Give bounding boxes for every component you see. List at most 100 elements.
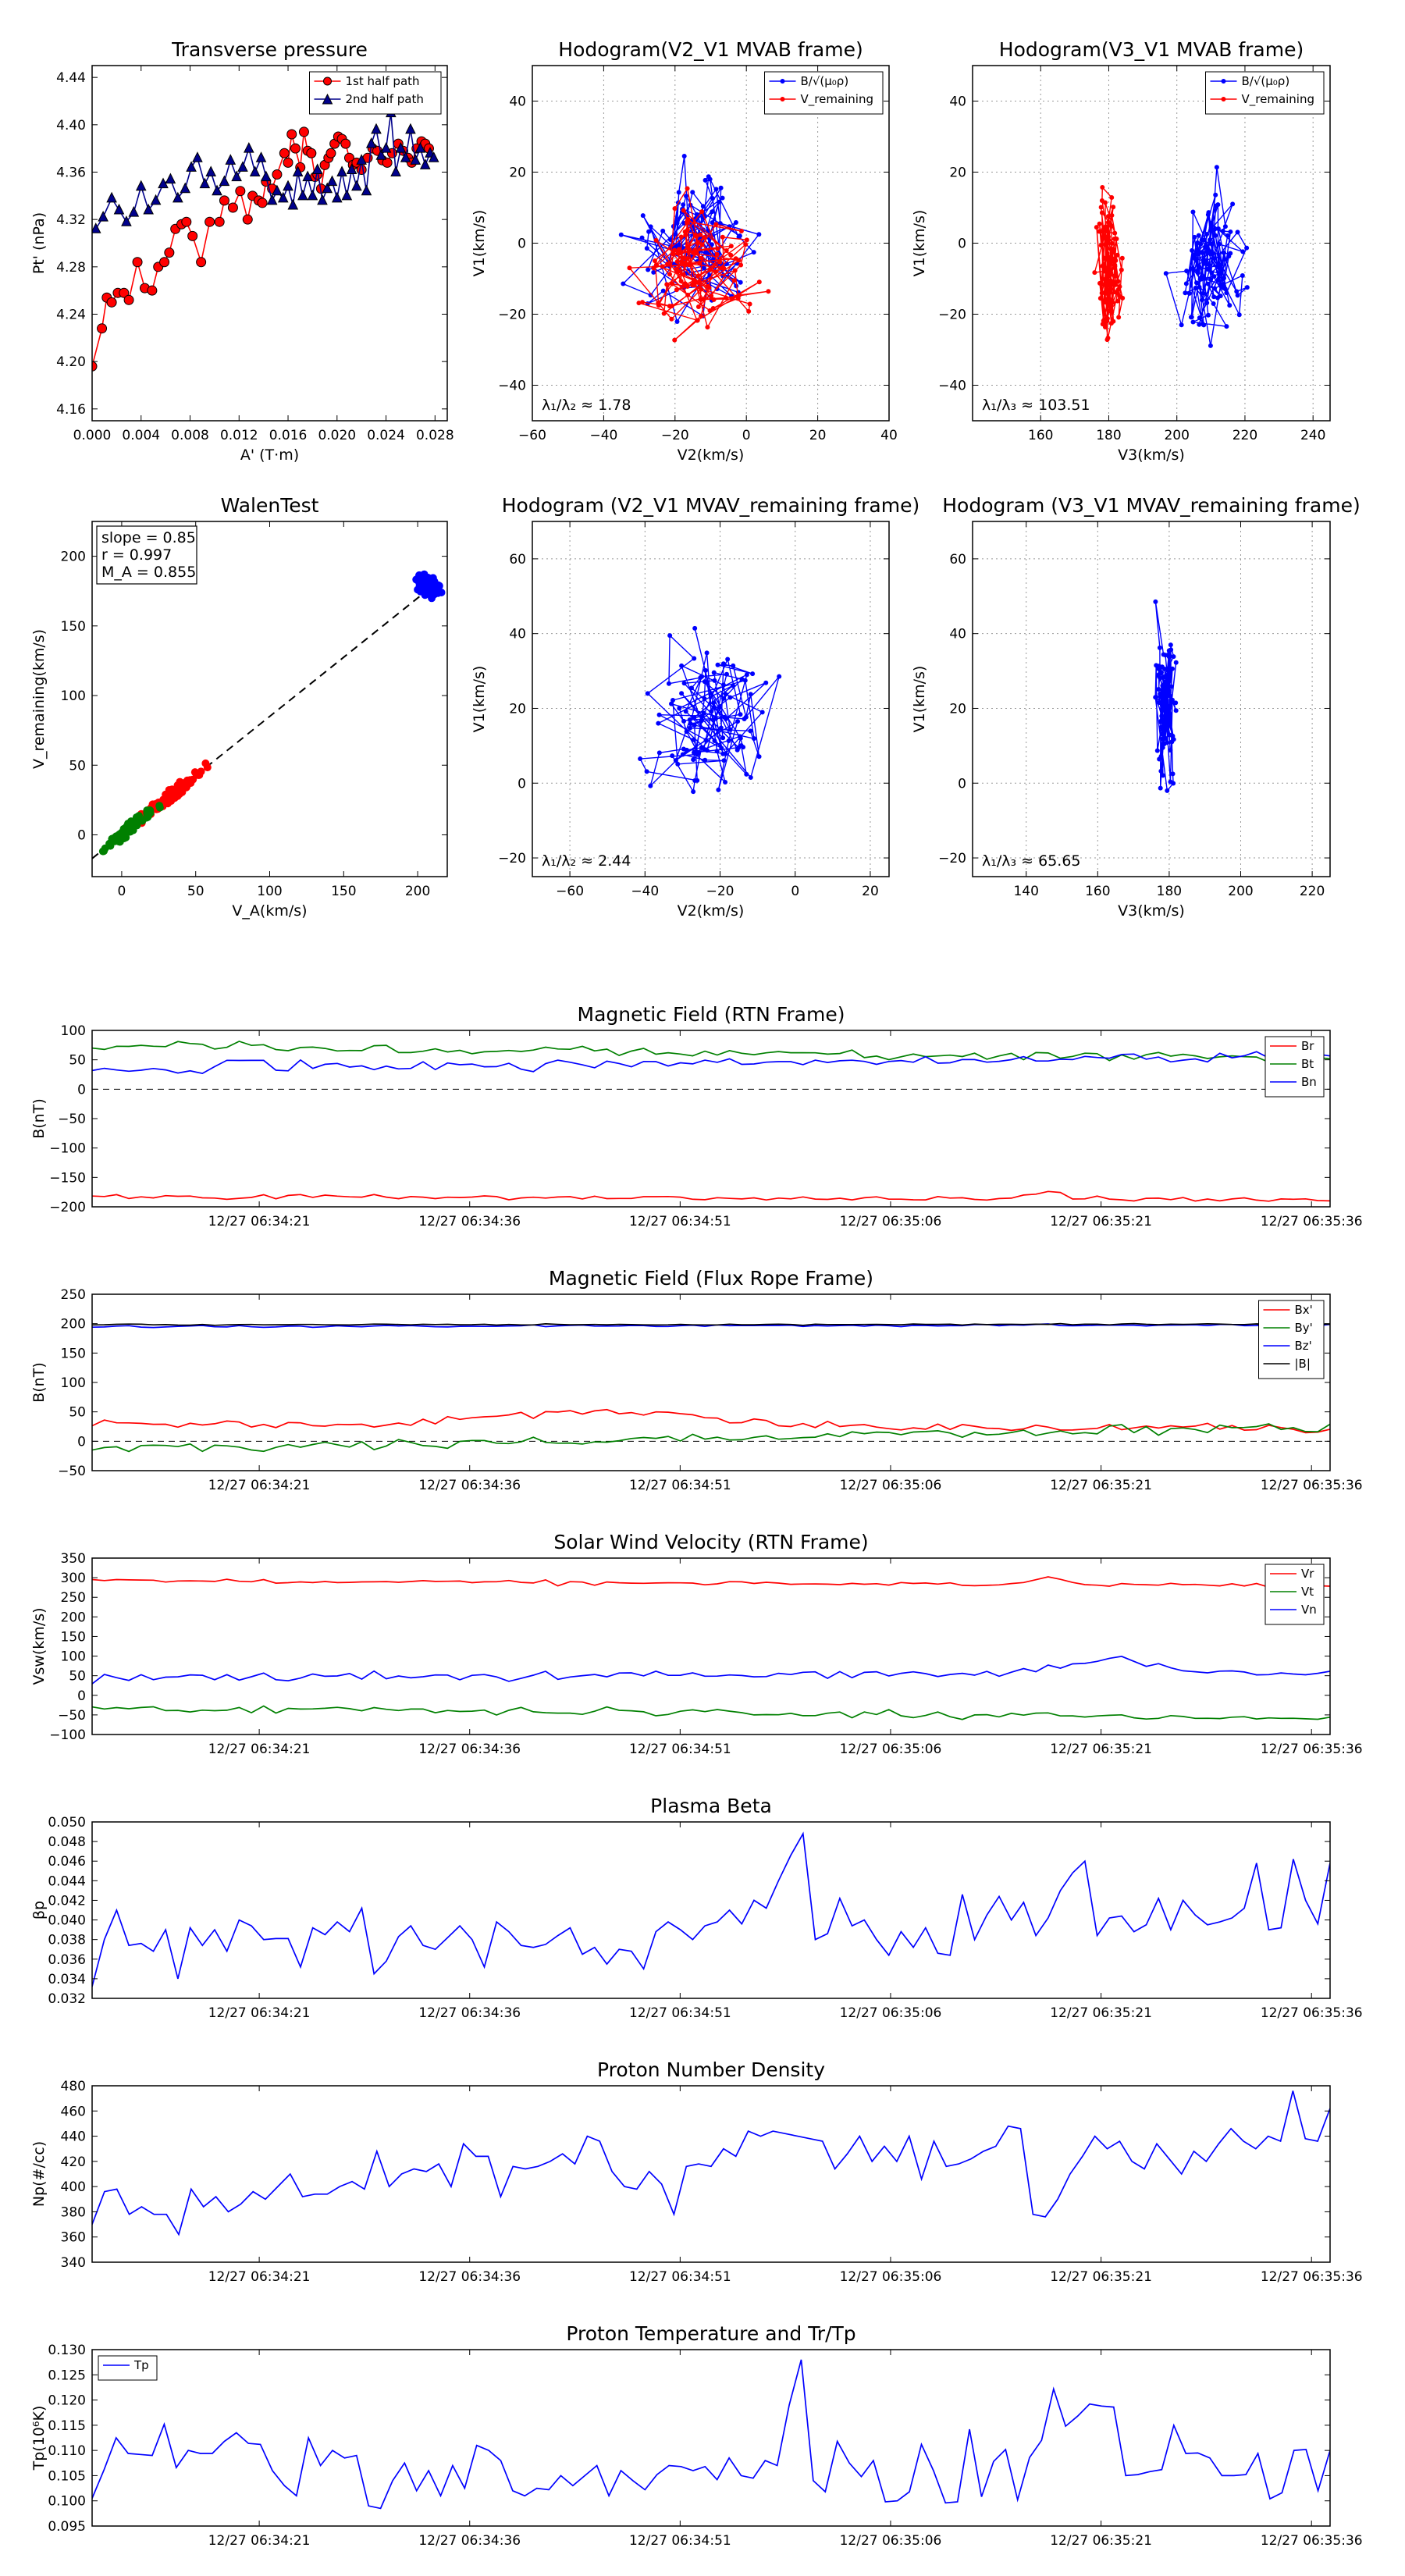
scatter-point — [201, 759, 210, 767]
data-point — [186, 161, 197, 172]
data-point — [1208, 343, 1213, 348]
y-tick-label: 250 — [61, 1287, 86, 1303]
data-point — [1171, 654, 1176, 660]
y-tick-label: 4.32 — [56, 212, 86, 228]
data-point — [292, 165, 304, 176]
data-point — [1205, 281, 1211, 286]
data-point — [670, 698, 676, 703]
data-point — [677, 706, 682, 711]
data-point — [1208, 225, 1214, 230]
data-point — [1221, 285, 1226, 290]
data-point — [1116, 315, 1122, 320]
y-tick-label: 150 — [61, 1629, 86, 1645]
y-tick-label: −40 — [498, 379, 526, 394]
x-tick-label: 200 — [1228, 884, 1253, 899]
data-point — [1154, 694, 1159, 699]
legend-label: Bn — [1301, 1075, 1317, 1089]
data-point — [673, 231, 678, 237]
data-point — [1112, 273, 1117, 279]
data-point — [644, 246, 649, 251]
x-tick-label: 12/27 06:35:21 — [1050, 2005, 1152, 2021]
data-point — [711, 700, 717, 706]
x-tick-label: 0.020 — [318, 428, 356, 443]
data-point — [1222, 224, 1228, 229]
data-point — [669, 316, 674, 322]
chart-title: WalenTest — [221, 494, 319, 517]
data-point — [1105, 335, 1111, 340]
x-tick-label: 160 — [1085, 884, 1110, 899]
data-point — [695, 213, 700, 219]
data-point — [150, 194, 162, 205]
chart-title: Plasma Beta — [650, 1795, 772, 1817]
data-point — [1234, 289, 1240, 294]
x-tick-label: 12/27 06:34:36 — [418, 1214, 521, 1229]
data-point — [1161, 742, 1166, 747]
data-point — [712, 678, 717, 683]
data-point — [1173, 660, 1179, 665]
legend-label: Tp — [133, 2358, 149, 2372]
data-point — [1213, 233, 1218, 238]
data-point — [684, 729, 689, 735]
data-point — [1109, 212, 1115, 218]
data-point — [1244, 285, 1250, 290]
chart-mag_field_rtn: Magnetic Field (RTN Frame) −200 −150 −100 −5… — [30, 1003, 1363, 1229]
data-point — [165, 173, 176, 184]
data-point — [675, 761, 681, 767]
data-point — [1227, 303, 1232, 308]
data-point — [723, 692, 728, 697]
data-point — [192, 151, 203, 162]
scatter-point — [130, 823, 138, 831]
data-point — [1211, 256, 1216, 262]
data-point — [713, 269, 718, 275]
data-point — [731, 663, 736, 668]
data-point — [738, 735, 743, 741]
scatter-point — [101, 844, 109, 852]
data-point — [1197, 322, 1202, 327]
data-point — [695, 273, 700, 279]
data-point — [727, 727, 733, 732]
y-axis-label: V_remaining(km/s) — [30, 629, 48, 769]
y-tick-label: 0.115 — [48, 2418, 86, 2434]
data-point — [766, 289, 771, 294]
x-tick-label: 12/27 06:35:06 — [840, 1478, 942, 1493]
data-point — [735, 747, 740, 753]
data-point — [702, 696, 707, 701]
data-point — [187, 230, 198, 241]
data-point — [1112, 236, 1117, 241]
data-point — [340, 138, 351, 149]
y-tick-label: 0 — [77, 1688, 86, 1704]
y-tick-label: 350 — [61, 1551, 86, 1567]
data-point — [713, 187, 719, 192]
data-point — [257, 197, 268, 208]
data-point — [1111, 205, 1116, 210]
data-point — [721, 265, 727, 271]
data-point — [743, 242, 749, 247]
x-tick-label: 12/27 06:34:21 — [208, 2533, 311, 2549]
y-tick-label: 100 — [61, 1023, 86, 1039]
data-point — [665, 262, 670, 267]
data-point — [1100, 263, 1105, 269]
data-point — [685, 227, 690, 233]
x-tick-label: 220 — [1300, 884, 1325, 899]
x-tick-label: 150 — [331, 884, 356, 899]
y-tick-label: −100 — [49, 1141, 86, 1157]
data-point — [670, 281, 675, 286]
data-point — [1205, 312, 1211, 318]
data-point — [669, 303, 674, 308]
data-point — [695, 304, 701, 310]
data-point — [1158, 724, 1164, 730]
data-point — [1193, 256, 1198, 262]
data-point — [709, 242, 714, 247]
x-tick-label: 12/27 06:34:51 — [629, 1214, 731, 1229]
data-point — [695, 240, 700, 245]
plot-frame — [532, 521, 890, 877]
data-point — [1235, 229, 1240, 235]
legend-label: B/√(μ₀ρ) — [801, 74, 849, 88]
data-point — [225, 154, 237, 165]
data-point — [692, 277, 697, 283]
x-tick-label: 12/27 06:35:36 — [1261, 2005, 1363, 2021]
data-point — [636, 301, 642, 306]
data-point — [1163, 736, 1168, 742]
data-point — [681, 153, 687, 158]
